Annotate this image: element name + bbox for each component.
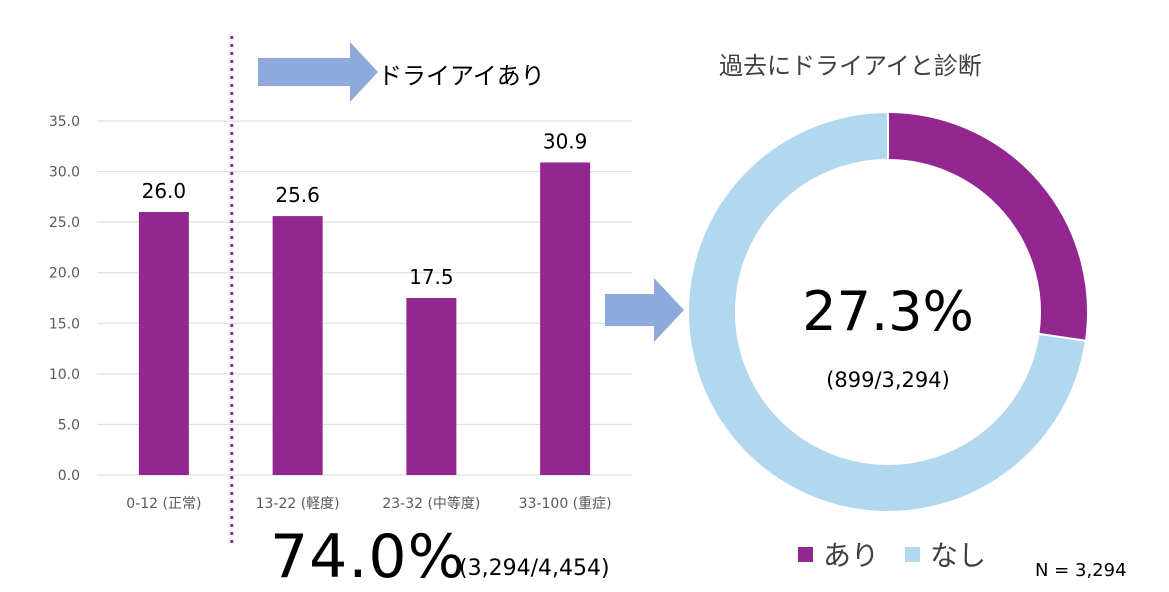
pie-center-percent: 27.3% xyxy=(802,280,974,343)
bar-footer-percent: 74.0% xyxy=(270,522,466,592)
x-tick-label: 0-12 (正常) xyxy=(126,496,201,512)
bar-value-label: 30.9 xyxy=(543,129,588,153)
y-tick-label: 15.0 xyxy=(49,316,80,332)
y-tick-label: 0.0 xyxy=(58,468,80,484)
legend-item-nashi: なし xyxy=(905,534,986,574)
right-arrow-icon xyxy=(258,42,378,102)
bar-value-label: 25.6 xyxy=(275,183,320,207)
x-tick-label: 23-32 (中等度) xyxy=(382,495,480,512)
pie-title: 過去にドライアイと診断 xyxy=(719,52,982,80)
y-tick-label: 20.0 xyxy=(49,266,80,282)
pie-legend: あり なし xyxy=(798,534,1012,574)
y-tick-label: 5.0 xyxy=(58,417,80,433)
dry-eye-banner: ドライアイあり xyxy=(378,62,545,90)
y-tick-label: 35.0 xyxy=(49,114,80,130)
right-arrow-icon xyxy=(605,278,684,342)
bar xyxy=(540,162,591,475)
donut-slice xyxy=(687,110,1088,513)
legend-swatch-nashi xyxy=(905,546,921,562)
bar-value-label: 26.0 xyxy=(142,179,187,203)
bar-footer-fraction: (3,294/4,454) xyxy=(459,556,610,581)
x-tick-label: 33-100 (重症) xyxy=(519,496,612,512)
legend-item-ari: あり xyxy=(798,534,879,574)
pie-center-fraction: (899/3,294) xyxy=(826,368,950,392)
bar xyxy=(406,298,457,475)
x-tick-label: 13-22 (軽度) xyxy=(256,496,340,512)
legend-label-nashi: なし xyxy=(930,539,987,572)
y-tick-label: 10.0 xyxy=(49,367,80,383)
sample-size-label: N = 3,294 xyxy=(1035,560,1127,581)
legend-swatch-ari xyxy=(798,546,813,562)
y-tick-label: 30.0 xyxy=(49,165,80,181)
bar xyxy=(272,216,323,475)
bar xyxy=(138,212,189,475)
bar-value-label: 17.5 xyxy=(409,265,454,289)
y-tick-label: 25.0 xyxy=(49,215,80,231)
legend-label-ari: あり xyxy=(823,539,880,572)
